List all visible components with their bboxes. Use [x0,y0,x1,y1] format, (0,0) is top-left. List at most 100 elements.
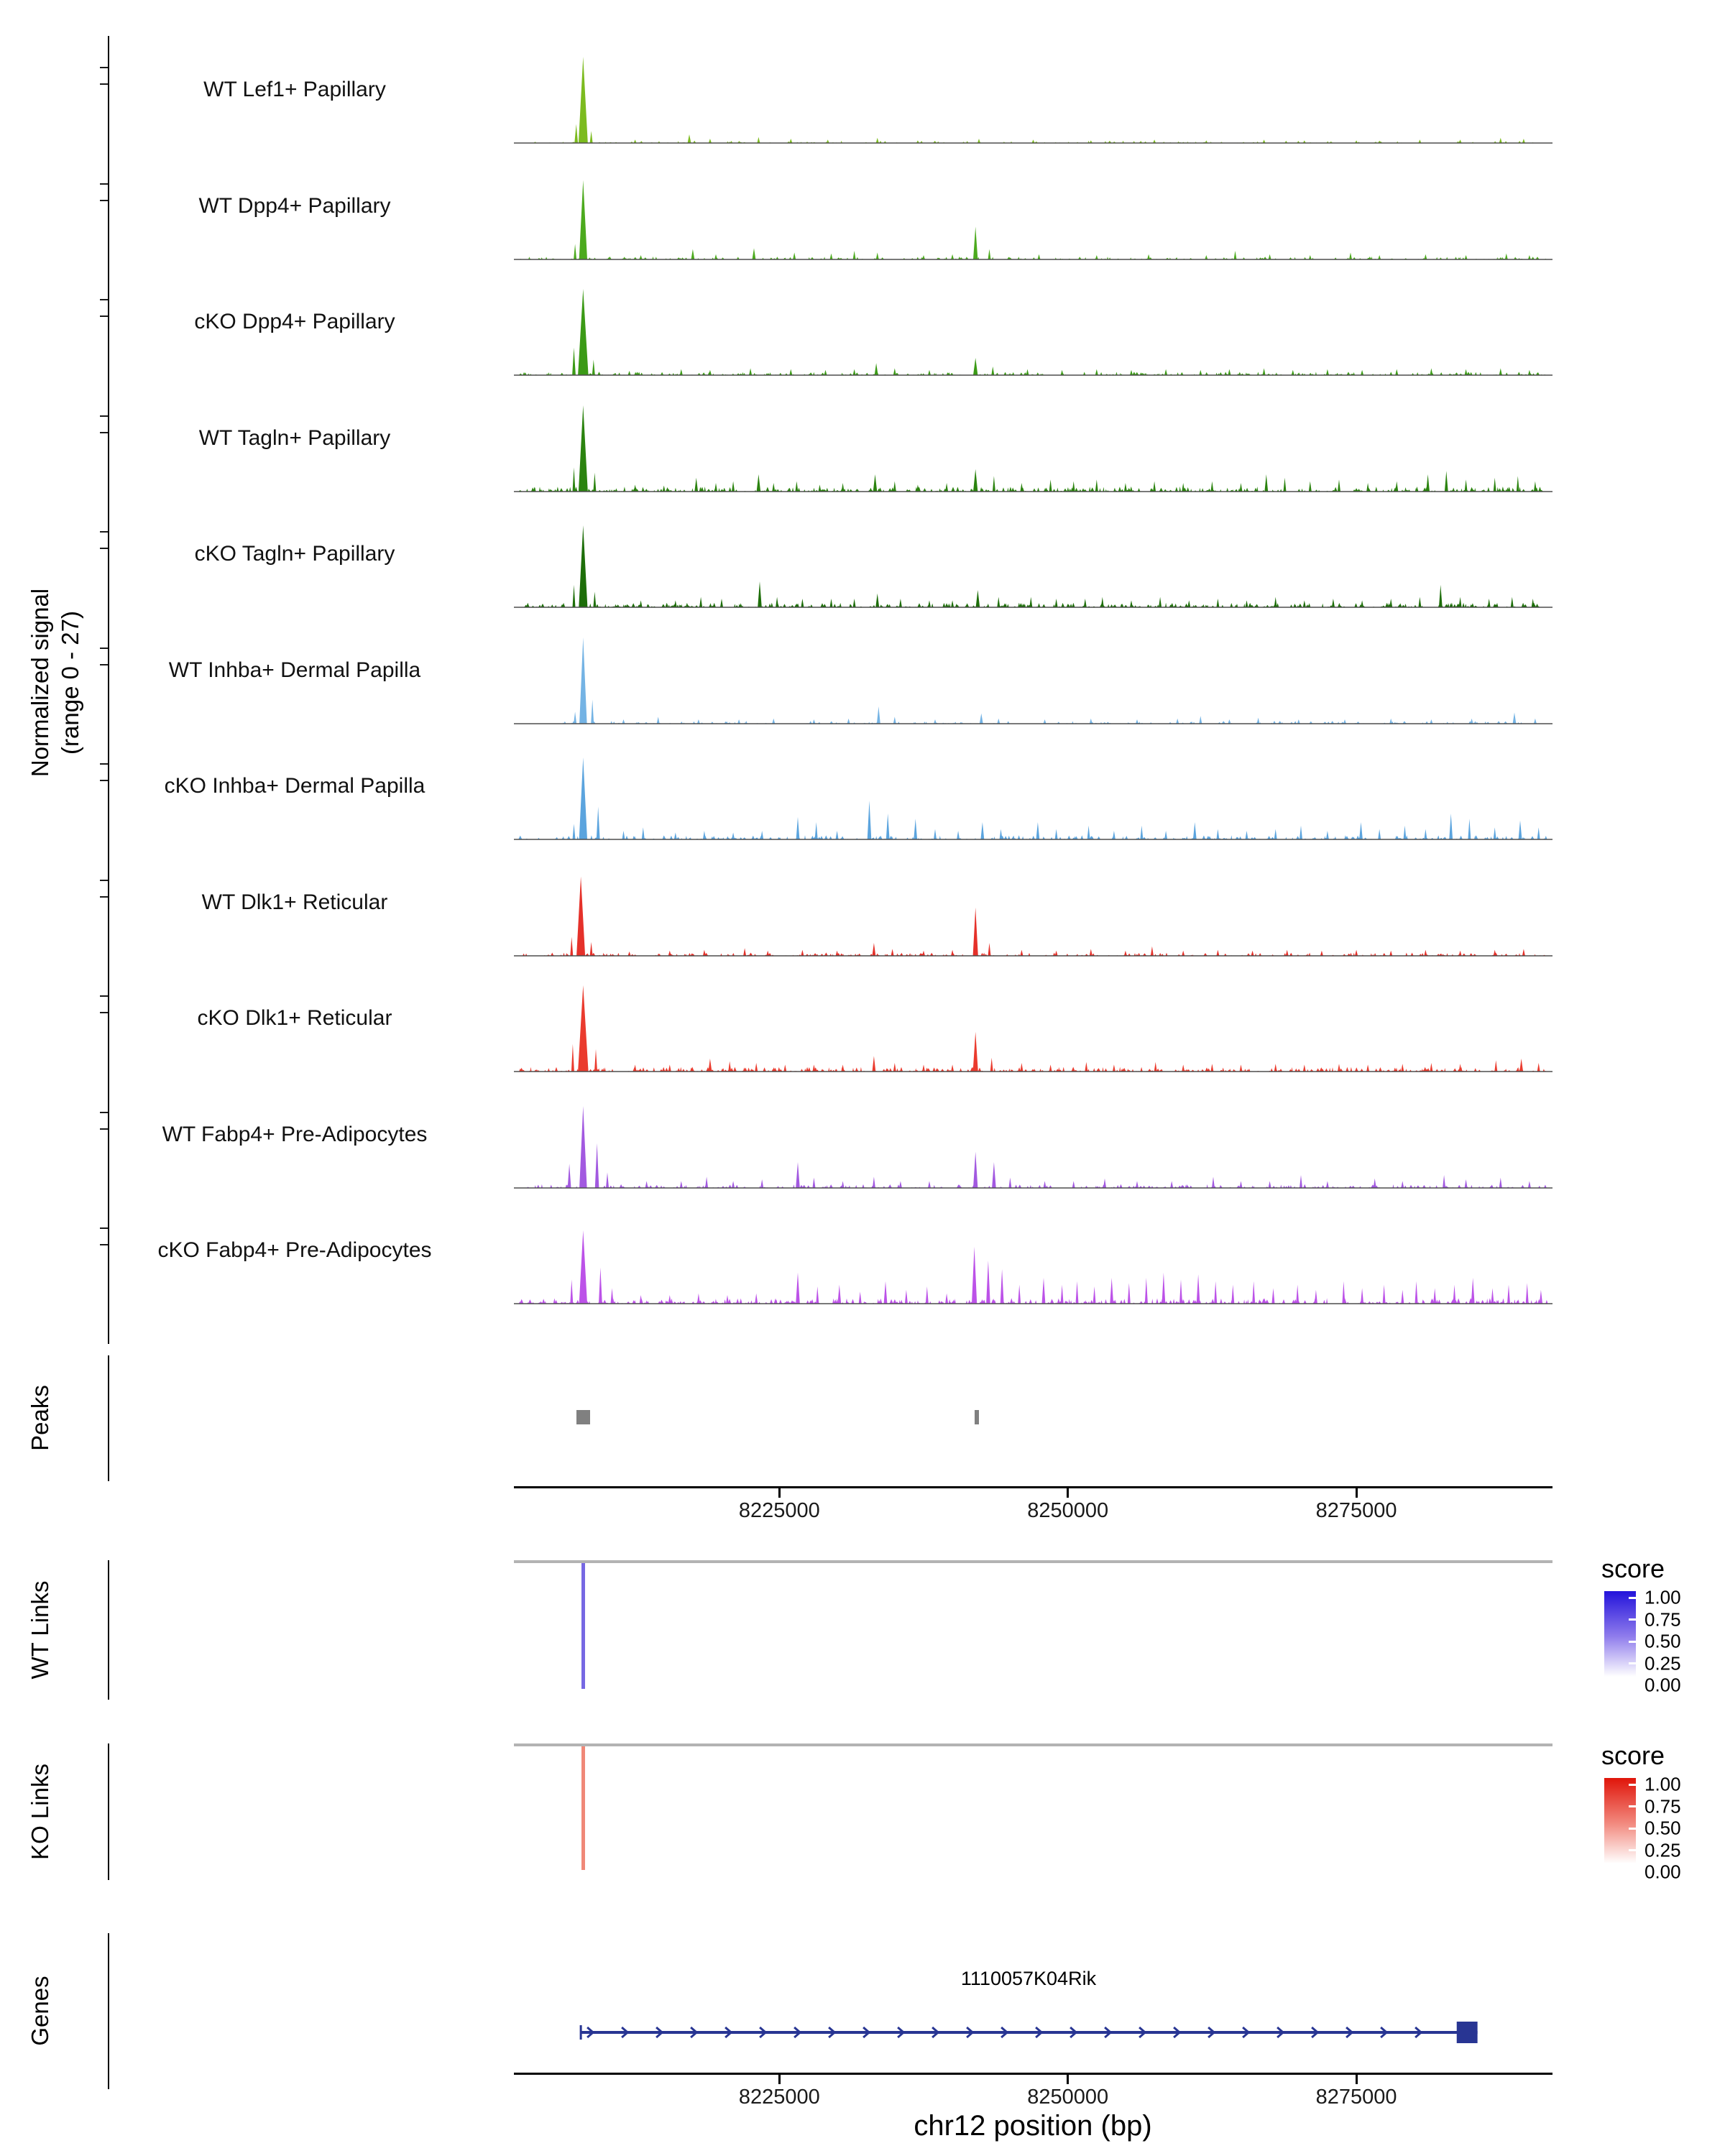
coverage-track-row: cKO Tagln+ Papillary [0,496,1725,612]
x-axis-tick [1355,1488,1358,1498]
y-axis-tick [100,67,108,68]
peak-interval [974,1410,980,1424]
track-label: cKO Fabp4+ Pre-Adipocytes [157,1238,432,1262]
strand-arrow-icons [586,2026,1423,2039]
gene-model [579,2022,1478,2043]
track-label: cKO Dlk1+ Reticular [197,1006,392,1030]
y-axis-tick [100,995,108,997]
y-axis-tick [100,415,108,417]
y-axis-tick [100,315,108,317]
y-axis-tick [100,183,108,185]
legend-tick [1629,1684,1636,1687]
coverage-track-row: WT Fabp4+ Pre-Adipocytes [0,1077,1725,1193]
wt-links-axis-bracket [108,1560,109,1700]
y-axis-tick [100,647,108,649]
genes-axis-bracket [108,1933,109,2089]
genes-panel-label: Genes [27,1976,53,2046]
x-axis-tick [1067,2075,1070,2084]
x-axis-title: chr12 position (bp) [914,2110,1152,2142]
legend-tick-label: 0.25 [1644,1839,1681,1861]
y-axis-tick [100,1244,108,1245]
track-label: WT Inhba+ Dermal Papilla [168,658,421,682]
y-axis-tick [100,531,108,533]
wt-link-line [581,1563,585,1689]
coverage-track-row: WT Tagln+ Papillary [0,380,1725,497]
x-axis-tick-label: 8250000 [1027,2086,1109,2109]
coverage-track-row: WT Dpp4+ Papillary [0,148,1725,264]
y-axis-tick [100,431,108,433]
x-axis-tick-label: 8225000 [738,1499,820,1522]
legend-tick [1629,1596,1636,1599]
x-axis-tick [1067,1488,1070,1498]
y-axis-tick [100,1012,108,1013]
x-axis-tick [1355,2075,1358,2084]
coverage-track-row: cKO Inhba+ Dermal Papilla [0,728,1725,844]
coverage-signal [514,289,1552,376]
legend-tick [1629,1805,1636,1807]
wt-links-panel-label: WT Links [27,1580,53,1680]
y-axis-tick [100,895,108,898]
legend-tick-label: 0.50 [1644,1817,1681,1839]
coverage-track-row: WT Inhba+ Dermal Papilla [0,612,1725,729]
track-label: WT Tagln+ Papillary [198,425,391,450]
track-label: WT Dpp4+ Papillary [198,193,391,218]
y-axis-tick [100,83,108,85]
x-axis-tick-label: 8275000 [1315,2086,1397,2109]
coverage-signal [514,57,1552,144]
track-label: cKO Dpp4+ Papillary [194,310,395,333]
wt-score-legend-title: score [1601,1554,1665,1583]
coverage-signal [514,985,1552,1072]
coverage-signal [514,525,1552,608]
coverage-signal [514,876,1552,957]
track-label: cKO Inhba+ Dermal Papilla [164,774,426,798]
coverage-track-row: cKO Fabp4+ Pre-Adipocytes [0,1192,1725,1309]
peak-interval [576,1410,590,1424]
y-axis-tick [100,780,108,781]
x-axis-tick [778,2075,781,2084]
coverage-signal [514,757,1552,840]
legend-tick-label: 0.00 [1644,1861,1681,1883]
peaks-panel-label: Peaks [27,1385,53,1451]
legend-tick-label: 0.50 [1644,1630,1681,1652]
y-axis-tick [100,548,108,549]
x-axis-line [514,2073,1552,2075]
y-axis-tick [100,663,108,665]
gene-name-label: 1110057K04Rik [960,1968,1097,1989]
ko-links-panel-label: KO Links [27,1764,53,1860]
legend-tick [1629,1849,1636,1851]
x-axis-line [514,1486,1552,1488]
y-axis-tick [100,1111,108,1113]
legend-tick [1629,1871,1636,1874]
coverage-track-row: WT Dlk1+ Reticular [0,844,1725,961]
wt-links-baseline [514,1560,1552,1563]
legend-tick [1629,1662,1636,1664]
legend-tick-label: 0.00 [1644,1674,1681,1696]
y-axis-tick [100,879,108,881]
track-label: WT Fabp4+ Pre-Adipocytes [162,1122,428,1146]
coverage-signal [514,1105,1552,1189]
x-axis-tick-label: 8225000 [738,2086,820,2109]
ko-link-line [581,1746,585,1870]
legend-tick-label: 0.75 [1644,1795,1681,1817]
ko-links-axis-bracket [108,1743,109,1880]
track-label: WT Lef1+ Papillary [203,78,386,101]
coverage-signal [514,637,1552,724]
y-axis-tick [100,763,108,765]
legend-tick-label: 0.75 [1644,1608,1681,1630]
coverage-track-row: cKO Dpp4+ Papillary [0,264,1725,380]
legend-tick [1629,1640,1636,1643]
ko-score-legend-title: score [1601,1741,1665,1770]
legend-tick [1629,1783,1636,1786]
legend-tick-label: 1.00 [1644,1773,1681,1795]
coverage-tracks-panel: WT Lef1+ Papillary WT Dpp4+ Papillary cKO … [0,32,1725,1318]
coverage-signal [514,1230,1552,1304]
legend-tick [1629,1618,1636,1621]
y-axis-tick [100,299,108,300]
ko-links-baseline [514,1743,1552,1746]
coverage-track-row: cKO Dlk1+ Reticular [0,960,1725,1077]
gene-exon [1456,2022,1478,2043]
coverage-signal [514,180,1552,260]
y-axis-tick [100,1227,108,1229]
x-axis-tick [778,1488,781,1498]
